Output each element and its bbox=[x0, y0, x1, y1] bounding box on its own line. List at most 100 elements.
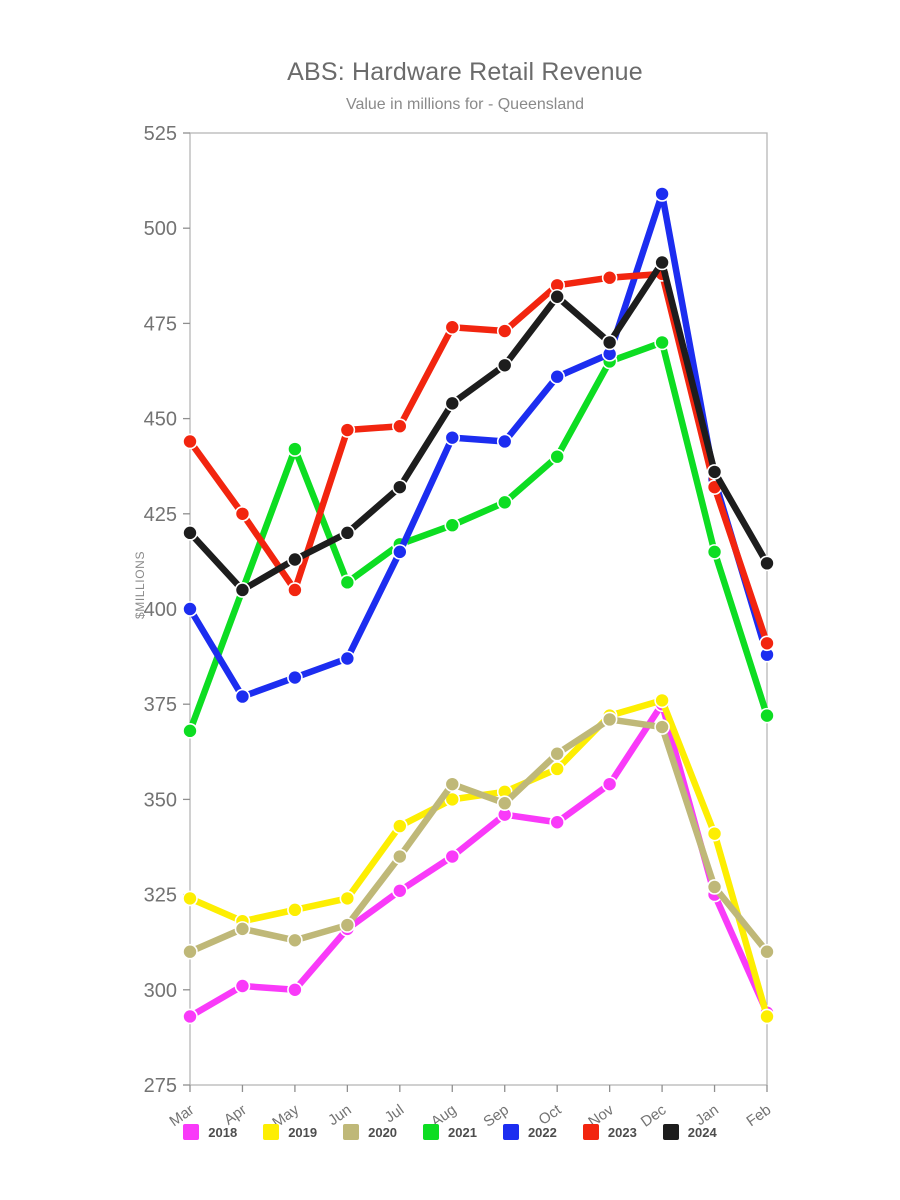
legend-label: 2020 bbox=[368, 1124, 398, 1140]
series-point-2023-Jul bbox=[392, 418, 408, 435]
series-line-2018 bbox=[186, 700, 771, 1020]
series-line-2020 bbox=[186, 716, 771, 955]
series-point-2024-Jan bbox=[706, 464, 723, 480]
series-point-2019-Jan bbox=[706, 825, 723, 842]
series-point-2019-Aug bbox=[444, 791, 461, 808]
series-point-2023-Nov bbox=[601, 269, 618, 286]
series-point-2022-Sep bbox=[496, 433, 513, 450]
series-point-2019-Oct bbox=[549, 761, 565, 777]
series-point-2024-Nov bbox=[601, 334, 618, 351]
series-point-2018-Apr bbox=[234, 978, 251, 994]
legend-item-2019[interactable]: 2019 bbox=[263, 1124, 317, 1140]
series-point-2020-Feb bbox=[759, 943, 775, 960]
series-point-2020-Nov bbox=[601, 711, 618, 728]
series-point-2024-Jul bbox=[392, 479, 408, 495]
y-tick-label: 425 bbox=[144, 504, 177, 526]
series-point-2023-Feb bbox=[759, 635, 775, 652]
series-point-2021-May bbox=[287, 441, 303, 457]
y-tick-label: 375 bbox=[144, 694, 177, 716]
series-point-2022-Dec bbox=[654, 186, 670, 202]
series-point-2021-Sep bbox=[496, 494, 513, 511]
legend-item-2023[interactable]: 2023 bbox=[582, 1124, 637, 1140]
series-line-2019 bbox=[186, 697, 771, 1020]
series-point-2019-Dec bbox=[654, 692, 670, 709]
y-tick-label: 500 bbox=[144, 218, 177, 240]
series-point-2024-May bbox=[287, 551, 303, 568]
series-point-2018-Oct bbox=[549, 814, 565, 831]
series-point-2022-Aug bbox=[444, 429, 461, 446]
series-point-2021-Jan bbox=[706, 544, 723, 560]
chart-legend: 2018 2019 2020 2021 2022 2023 2024 bbox=[0, 1124, 900, 1140]
series-point-2020-Jan bbox=[706, 879, 723, 895]
y-tick-label: 450 bbox=[144, 409, 177, 431]
legend-item-2018[interactable]: 2018 bbox=[183, 1124, 237, 1140]
y-tick-label: 475 bbox=[144, 313, 177, 335]
series-point-2022-Jul bbox=[392, 544, 408, 560]
series-point-2021-Dec bbox=[654, 334, 670, 351]
legend-label: 2024 bbox=[687, 1124, 717, 1140]
series-point-2023-Sep bbox=[496, 323, 513, 339]
legend-swatch-2018 bbox=[183, 1124, 200, 1140]
series-point-2018-Aug bbox=[444, 848, 461, 865]
series-line-2021 bbox=[186, 339, 771, 735]
legend-swatch-2022 bbox=[502, 1124, 519, 1140]
x-tick-label: Jul bbox=[382, 1101, 407, 1126]
legend-swatch-2023 bbox=[582, 1124, 599, 1140]
plot-border bbox=[189, 132, 768, 1086]
series-point-2020-Dec bbox=[654, 719, 670, 735]
legend-label: 2018 bbox=[208, 1124, 238, 1140]
y-tick-label: 525 bbox=[144, 123, 177, 145]
legend-label: 2019 bbox=[288, 1124, 318, 1140]
series-point-2024-Aug bbox=[444, 395, 461, 412]
series-point-2019-May bbox=[287, 902, 303, 918]
series-point-2022-Oct bbox=[549, 368, 565, 385]
series-point-2018-May bbox=[287, 981, 303, 998]
chart-title: ABS: Hardware Retail Revenue bbox=[287, 58, 643, 86]
series-line-2022 bbox=[186, 190, 771, 700]
series-point-2024-Apr bbox=[234, 582, 251, 598]
legend-item-2022[interactable]: 2022 bbox=[502, 1124, 557, 1140]
series-point-2022-Jun bbox=[339, 650, 356, 667]
series-point-2021-Oct bbox=[549, 448, 565, 465]
series-point-2024-Jun bbox=[339, 525, 356, 541]
legend-swatch-2020 bbox=[343, 1124, 360, 1140]
series-point-2018-Jul bbox=[392, 882, 408, 899]
legend-item-2024[interactable]: 2024 bbox=[662, 1124, 717, 1140]
series-point-2019-Mar bbox=[182, 890, 198, 907]
legend-label: 2023 bbox=[607, 1124, 637, 1140]
series-point-2023-Jun bbox=[339, 422, 356, 438]
series-point-2020-Sep bbox=[496, 795, 513, 812]
series-point-2024-Feb bbox=[759, 555, 775, 572]
series-point-2023-Aug bbox=[444, 319, 461, 336]
series-point-2023-Mar bbox=[182, 433, 198, 450]
legend-item-2020[interactable]: 2020 bbox=[343, 1124, 397, 1140]
series-point-2019-Jun bbox=[339, 890, 356, 907]
legend-swatch-2024 bbox=[662, 1124, 679, 1140]
series-point-2020-May bbox=[287, 932, 303, 949]
series-point-2021-Aug bbox=[444, 517, 461, 534]
series-point-2022-Mar bbox=[182, 601, 198, 617]
chart-subtitle: Value in millions for - Queensland bbox=[345, 96, 585, 113]
legend-label: 2022 bbox=[527, 1124, 557, 1140]
series-point-2020-Mar bbox=[182, 943, 198, 960]
series-point-2024-Oct bbox=[549, 288, 565, 305]
series-point-2021-Mar bbox=[182, 723, 198, 739]
series-point-2024-Sep bbox=[496, 357, 513, 374]
series-point-2019-Jul bbox=[392, 818, 408, 834]
legend-item-2021[interactable]: 2021 bbox=[423, 1124, 477, 1140]
series-point-2022-May bbox=[287, 669, 303, 686]
series-point-2021-Jun bbox=[339, 574, 356, 591]
legend-swatch-2019 bbox=[263, 1124, 280, 1140]
legend-swatch-2021 bbox=[423, 1124, 440, 1140]
series-point-2018-Mar bbox=[182, 1008, 198, 1025]
series-point-2021-Feb bbox=[759, 707, 775, 724]
series-point-2019-Feb bbox=[759, 1008, 775, 1025]
series-point-2018-Nov bbox=[601, 776, 618, 792]
series-point-2020-Oct bbox=[549, 745, 565, 762]
y-tick-label: 325 bbox=[144, 885, 177, 907]
series-point-2023-Apr bbox=[234, 505, 251, 522]
series-point-2024-Dec bbox=[654, 254, 670, 271]
y-tick-label: 400 bbox=[144, 599, 177, 621]
